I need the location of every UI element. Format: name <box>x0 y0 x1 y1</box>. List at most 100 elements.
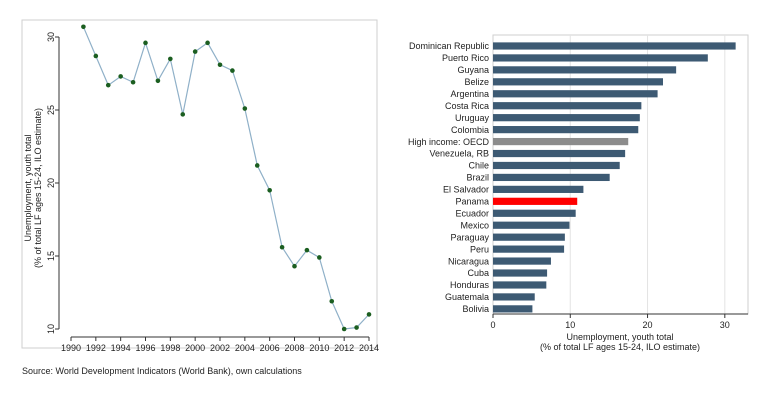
x-tick-label: 2006 <box>260 343 280 353</box>
data-point <box>366 312 372 317</box>
data-point <box>143 40 148 46</box>
bar-chart-axes: 0 10 20 30 <box>490 313 748 330</box>
bar <box>493 281 547 289</box>
data-point <box>105 82 111 88</box>
y-tick-label: 20 <box>46 178 56 188</box>
category-label: Dominican Republic <box>409 41 490 51</box>
bar-chart-category-labels: Dominican Republic Puerto Rico Guyana Beliz… <box>408 41 490 314</box>
category-label: Mexico <box>460 220 489 230</box>
category-label: Honduras <box>450 280 490 290</box>
data-point <box>230 68 235 73</box>
data-point <box>329 298 335 304</box>
x-tick-label: 1994 <box>111 343 131 353</box>
category-label: High income: OECD <box>408 137 490 147</box>
category-label: Venezuela, RB <box>429 149 489 159</box>
data-point <box>93 53 99 59</box>
x-tick-label: 2012 <box>334 343 354 353</box>
data-point <box>242 106 248 111</box>
x-tick-label: 1992 <box>86 343 106 353</box>
data-point <box>168 56 173 62</box>
data-point <box>341 326 347 332</box>
bar <box>493 42 736 50</box>
y-tick-label: 30 <box>46 32 56 42</box>
x-tick-label: 1990 <box>61 343 81 353</box>
data-point <box>180 112 186 117</box>
bar <box>493 209 576 217</box>
x-axis-title-line-1: Unemployment, youth total <box>566 332 673 342</box>
data-point <box>267 188 272 193</box>
bar <box>493 78 663 86</box>
bar <box>493 245 565 253</box>
series-points <box>81 24 372 332</box>
x-tick-label: 1996 <box>135 343 155 353</box>
x-tick-label: 10 <box>565 320 575 330</box>
category-label: El Salvador <box>443 185 489 195</box>
bar <box>493 269 548 277</box>
y-tick-label: 25 <box>46 105 56 115</box>
source-note: Source: World Development Indicators (Wo… <box>22 366 302 376</box>
category-label: Chile <box>468 161 489 171</box>
x-tick-label: 30 <box>720 320 730 330</box>
data-point <box>292 263 297 269</box>
data-point <box>354 325 359 330</box>
bar <box>493 90 658 98</box>
x-tick-label: 2002 <box>210 343 230 353</box>
bar <box>493 221 570 229</box>
category-label: Argentina <box>450 89 489 99</box>
y-axis-title-line-2: (% of total LF ages 15-24, ILO estimate) <box>33 108 43 268</box>
data-point <box>254 163 260 168</box>
x-tick-label: 2008 <box>284 343 304 353</box>
y-axis-title-line-1: Unemployment, youth total <box>23 134 33 241</box>
x-tick-label: 0 <box>490 320 495 330</box>
category-label: Colombia <box>451 125 489 135</box>
category-label: Guatemala <box>445 292 489 302</box>
category-label: Puerto Rico <box>442 53 489 63</box>
data-point <box>118 74 123 79</box>
data-point <box>279 244 285 250</box>
bar <box>493 102 642 110</box>
x-tick-label: 2000 <box>185 343 205 353</box>
bar-chart-bars <box>493 42 736 313</box>
data-point <box>81 24 86 30</box>
bar <box>493 126 639 134</box>
bar <box>493 305 533 313</box>
bar-chart: Dominican Republic Puerto Rico Guyana Beliz… <box>408 34 749 352</box>
bar <box>493 54 708 62</box>
y-tick-label: 10 <box>46 324 56 334</box>
data-point <box>130 79 136 85</box>
category-label: Brazil <box>466 173 489 183</box>
x-tick-label: 2004 <box>235 343 255 353</box>
x-tick-label: 2010 <box>309 343 329 353</box>
category-label: Ecuador <box>455 208 489 218</box>
bar <box>493 185 584 193</box>
bar <box>493 114 640 122</box>
x-tick-label: 1998 <box>160 343 180 353</box>
x-tick-label: 2014 <box>359 343 379 353</box>
data-point <box>304 247 310 253</box>
line-chart: 10 15 20 25 30 1990 1992 1994 1996 1998 2000 2002 20… <box>21 19 379 353</box>
data-point <box>192 49 198 54</box>
category-label: Bolivia <box>462 304 489 314</box>
bar <box>493 293 535 301</box>
line-chart-axes: 10 15 20 25 30 1990 1992 1994 1996 1998 2000 2002 20… <box>46 32 379 353</box>
data-point <box>155 78 161 84</box>
x-axis-title-line-2: (% of total LF ages 15-24, ILO estimate) <box>540 342 700 352</box>
category-label: Nicaragua <box>448 256 489 266</box>
category-label: Uruguay <box>455 113 490 123</box>
bar <box>493 173 610 182</box>
y-tick-label: 15 <box>46 251 56 261</box>
bar <box>493 161 620 170</box>
bar <box>493 197 578 205</box>
data-point <box>205 40 210 46</box>
bar <box>493 137 629 146</box>
bar <box>493 233 565 241</box>
category-label: Panama <box>455 197 489 207</box>
category-label: Peru <box>470 244 489 254</box>
x-tick-label: 20 <box>643 320 653 330</box>
data-point <box>217 62 223 68</box>
category-label: Costa Rica <box>445 101 489 111</box>
bar <box>493 66 677 74</box>
data-point <box>317 255 322 260</box>
category-label: Guyana <box>457 65 489 75</box>
